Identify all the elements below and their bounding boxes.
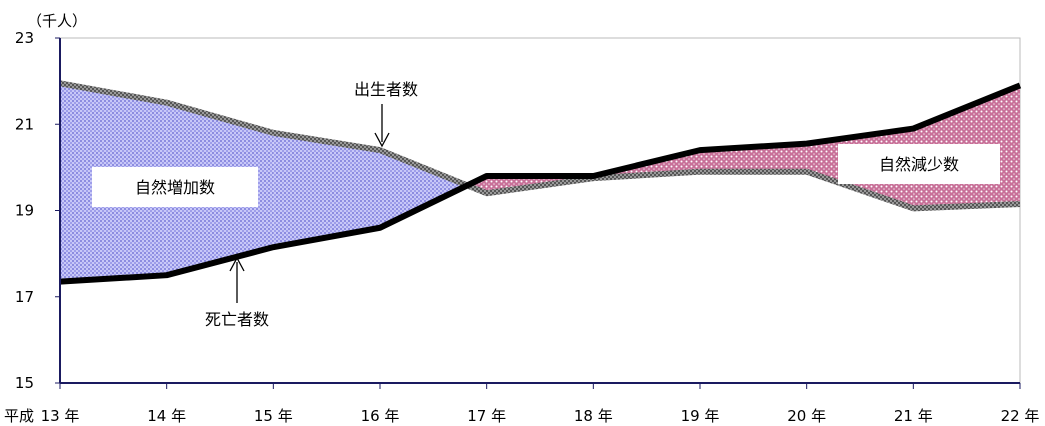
increase-area-2	[273, 132, 380, 248]
x-tick-label: 18 年	[574, 407, 613, 425]
increase-area-3a	[380, 150, 468, 228]
y-tick-label: 21	[15, 115, 34, 133]
x-tick-label: 16 年	[361, 407, 400, 425]
x-tick-label: 19 年	[681, 407, 720, 425]
y-tick-label: 23	[15, 29, 34, 47]
death-series-label: 死亡者数	[205, 310, 269, 329]
y-tick-label: 19	[15, 202, 34, 220]
x-tick-label: 20 年	[787, 407, 826, 425]
x-prefix: 平成	[4, 407, 34, 425]
increase-region-label: 自然増加数	[92, 167, 258, 207]
death-arrow	[229, 256, 245, 303]
decrease-region-label: 自然減少数	[838, 144, 1000, 184]
increase-region-label-text: 自然増加数	[135, 178, 215, 197]
y-tick-label: 17	[15, 288, 34, 306]
death-series-line	[59, 82, 1022, 285]
x-tick-label: 15 年	[254, 407, 293, 425]
decrease-region-label-text: 自然減少数	[879, 155, 959, 174]
birth-series-label: 出生者数	[354, 80, 418, 99]
y-tick-label: 15	[15, 374, 34, 392]
x-tick-label: 21 年	[894, 407, 933, 425]
x-tick-label: 22 年	[1001, 407, 1040, 425]
x-tick-label: 14 年	[147, 407, 186, 425]
x-tick-label: 13 年	[41, 407, 80, 425]
birth-series-line	[59, 80, 1021, 212]
birth-arrow	[374, 104, 390, 148]
x-tick-label: 17 年	[467, 407, 506, 425]
unit-label: （千人）	[27, 12, 87, 30]
